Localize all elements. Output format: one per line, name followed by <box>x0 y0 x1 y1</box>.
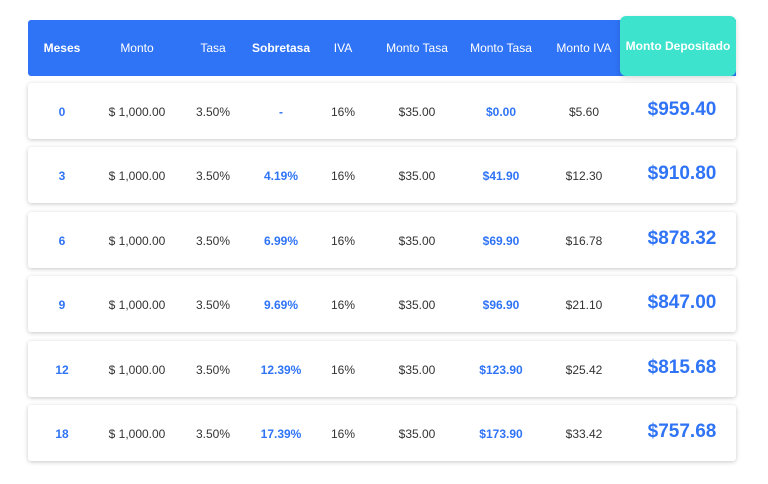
cell-meses: 0 <box>58 105 66 119</box>
header-sobretasa: Sobretasa <box>251 41 311 55</box>
header-monto-sobretasa: Monto Tasa <box>470 41 532 55</box>
table-row: 6 $ 1,000.00 3.50% 6.99% 16% $35.00 $69.90 $16.… <box>28 212 736 268</box>
table-header: Meses Monto Tasa Sobretasa IVA Monto Tas… <box>28 20 736 76</box>
cell-sobretasa: - <box>279 105 283 119</box>
cell-iva: 16% <box>330 427 356 441</box>
cell-sobretasa: 6.99% <box>263 234 299 248</box>
header-monto-depositado: Monto Depositado <box>620 16 736 76</box>
cell-monto-depositado: $910.80 <box>647 163 717 184</box>
cell-tasa: 3.50% <box>195 427 231 441</box>
header-tasa: Tasa <box>200 41 226 55</box>
cell-sobretasa: 4.19% <box>263 169 299 183</box>
cell-iva: 16% <box>330 298 356 312</box>
cell-monto-sobretasa: $123.90 <box>479 363 523 377</box>
cell-monto-sobretasa: $96.90 <box>482 298 520 312</box>
header-monto-iva: Monto IVA <box>556 41 612 55</box>
cell-monto-tasa: $35.00 <box>398 234 436 248</box>
cell-sobretasa: 9.69% <box>263 298 299 312</box>
table-row: 0 $ 1,000.00 3.50% - 16% $35.00 $0.00 $5.60 $959… <box>28 83 736 139</box>
header-monto-tasa: Monto Tasa <box>386 41 448 55</box>
cell-monto: $ 1,000.00 <box>108 427 166 441</box>
header-monto: Monto <box>120 41 154 55</box>
cell-monto-tasa: $35.00 <box>398 363 436 377</box>
cell-iva: 16% <box>330 234 356 248</box>
cell-monto: $ 1,000.00 <box>108 363 166 377</box>
cell-monto-depositado: $815.68 <box>647 357 717 378</box>
cell-monto-tasa: $35.00 <box>398 105 436 119</box>
cell-tasa: 3.50% <box>195 363 231 377</box>
table-row: 18 $ 1,000.00 3.50% 17.39% 16% $35.00 $173.90 $… <box>28 405 736 461</box>
cell-monto-iva: $16.78 <box>565 234 603 248</box>
cell-monto-iva: $25.42 <box>565 363 603 377</box>
cell-monto-tasa: $35.00 <box>398 169 436 183</box>
cell-monto: $ 1,000.00 <box>108 105 166 119</box>
cell-iva: 16% <box>330 363 356 377</box>
header-monto-depositado-label: Monto Depositado <box>625 39 731 53</box>
cell-meses: 9 <box>58 298 66 312</box>
table-row: 12 $ 1,000.00 3.50% 12.39% 16% $35.00 $123.90 $… <box>28 341 736 397</box>
cell-monto-depositado: $847.00 <box>647 292 717 313</box>
cell-meses: 18 <box>55 427 69 441</box>
cell-monto-sobretasa: $0.00 <box>485 105 517 119</box>
header-meses: Meses <box>43 41 81 55</box>
cell-monto: $ 1,000.00 <box>108 169 166 183</box>
cell-tasa: 3.50% <box>195 169 231 183</box>
cell-sobretasa: 17.39% <box>260 427 302 441</box>
cell-monto: $ 1,000.00 <box>108 298 166 312</box>
cell-meses: 3 <box>58 169 66 183</box>
table-row: 9 $ 1,000.00 3.50% 9.69% 16% $35.00 $96.90 $21.… <box>28 276 736 332</box>
cell-monto-tasa: $35.00 <box>398 298 436 312</box>
cell-meses: 12 <box>55 363 69 377</box>
cell-tasa: 3.50% <box>195 298 231 312</box>
cell-tasa: 3.50% <box>195 234 231 248</box>
cell-monto-iva: $33.42 <box>565 427 603 441</box>
cell-monto-depositado: $959.40 <box>647 99 717 120</box>
cell-meses: 6 <box>58 234 66 248</box>
cell-monto-depositado: $878.32 <box>647 228 717 249</box>
cell-monto-sobretasa: $173.90 <box>479 427 523 441</box>
cell-tasa: 3.50% <box>195 105 231 119</box>
table-row: 3 $ 1,000.00 3.50% 4.19% 16% $35.00 $41.90 $12.… <box>28 147 736 203</box>
cell-monto-iva: $21.10 <box>565 298 603 312</box>
cell-monto-iva: $5.60 <box>568 105 600 119</box>
cell-iva: 16% <box>330 169 356 183</box>
cell-monto-sobretasa: $41.90 <box>482 169 520 183</box>
cell-monto-iva: $12.30 <box>565 169 603 183</box>
cell-monto-sobretasa: $69.90 <box>482 234 520 248</box>
cell-monto: $ 1,000.00 <box>108 234 166 248</box>
cell-monto-depositado: $757.68 <box>647 421 717 442</box>
cell-sobretasa: 12.39% <box>260 363 302 377</box>
cell-iva: 16% <box>330 105 356 119</box>
cell-monto-tasa: $35.00 <box>398 427 436 441</box>
header-iva: IVA <box>333 41 353 55</box>
